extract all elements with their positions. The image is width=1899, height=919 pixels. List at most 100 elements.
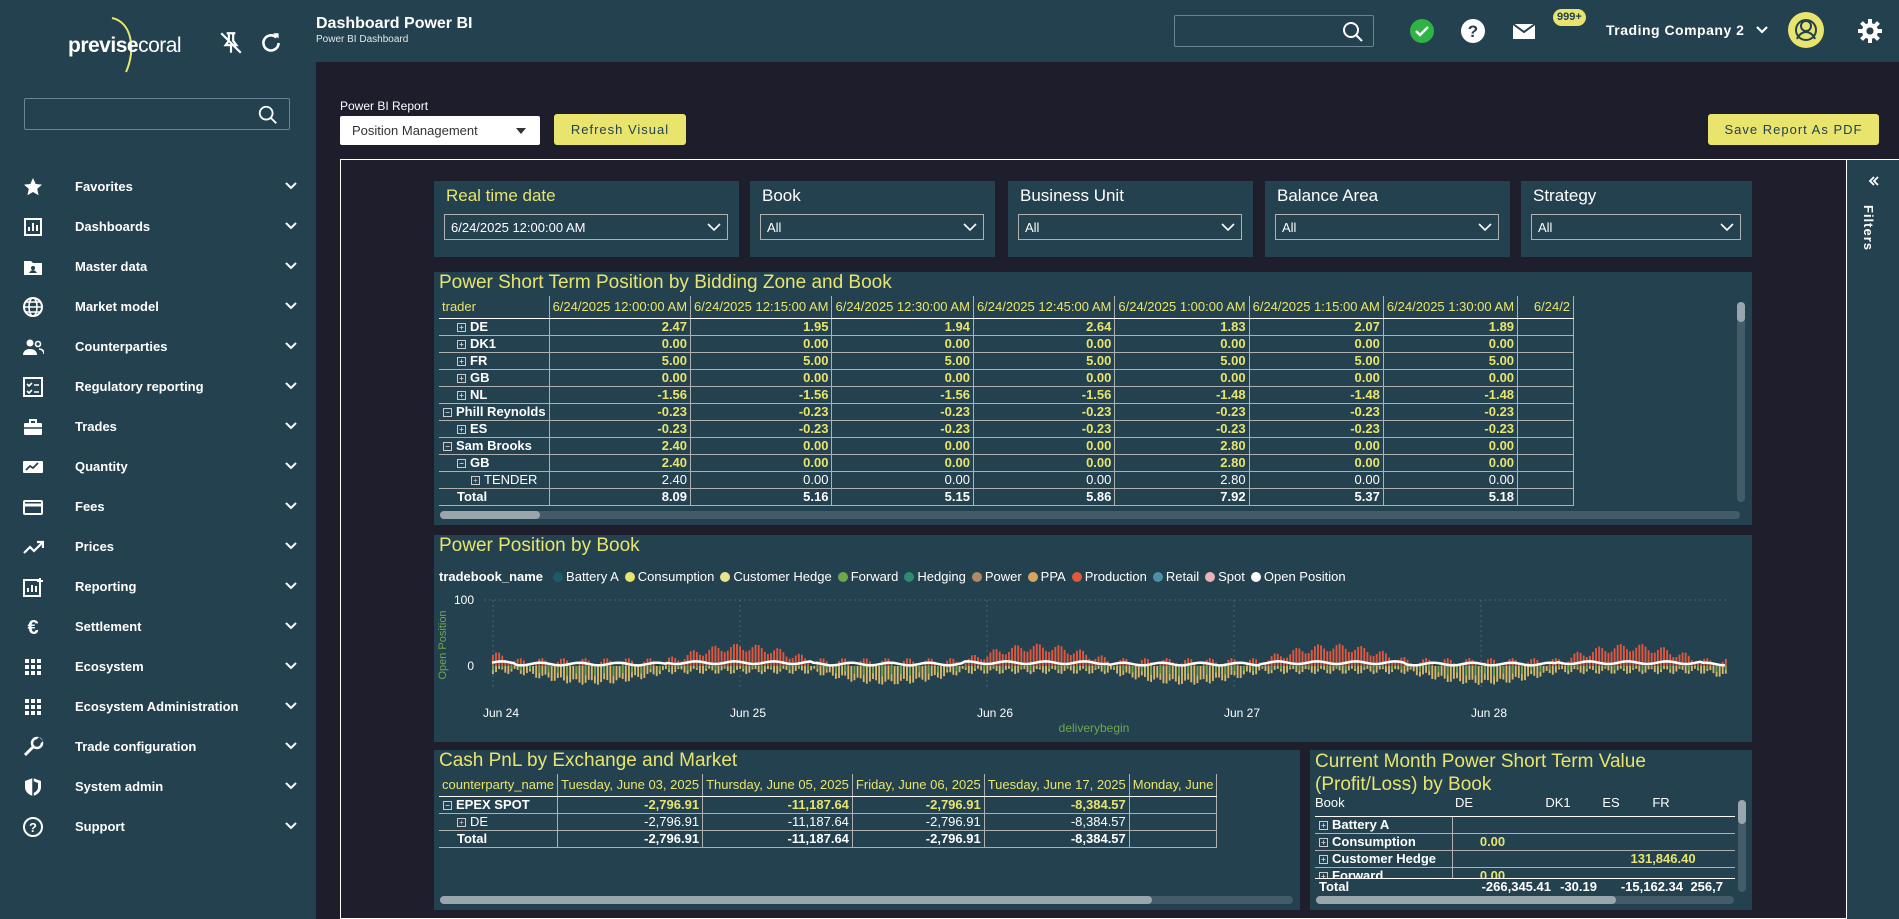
- expand-icon[interactable]: +: [1319, 855, 1328, 864]
- logo[interactable]: previsecoral: [68, 14, 182, 74]
- expand-icon[interactable]: +: [457, 339, 466, 349]
- legend-item[interactable]: Battery A: [553, 569, 619, 584]
- sidebar-item-prices[interactable]: Prices: [0, 526, 316, 566]
- refresh-visual-button[interactable]: Refresh Visual: [554, 114, 686, 145]
- expand-icon[interactable]: +: [457, 390, 466, 400]
- column-header[interactable]: Thursday, June 05, 2025: [702, 774, 853, 797]
- expand-icon[interactable]: +: [457, 817, 466, 827]
- avatar[interactable]: [1788, 12, 1824, 48]
- sidebar-item-reporting[interactable]: Reporting: [0, 566, 316, 606]
- column-header[interactable]: Monday, June: [1129, 774, 1218, 797]
- column-header[interactable]: 6/24/2025 12:15:00 AM: [690, 296, 833, 319]
- filters-pane[interactable]: Filters: [1846, 160, 1899, 919]
- chevron-down-icon[interactable]: [284, 339, 298, 353]
- sidebar-item-system-admin[interactable]: System admin: [0, 766, 316, 806]
- expand-icon[interactable]: +: [457, 322, 466, 332]
- chevron-down-icon[interactable]: [284, 179, 298, 193]
- save-report-pdf-button[interactable]: Save Report As PDF: [1708, 114, 1879, 145]
- expand-icon[interactable]: +: [1319, 838, 1328, 847]
- legend-item[interactable]: Power: [971, 569, 1022, 584]
- column-header[interactable]: 6/24/2025 1:30:00 AM: [1383, 296, 1519, 319]
- chevron-down-icon[interactable]: [284, 299, 298, 313]
- expand-icon[interactable]: +: [471, 475, 480, 485]
- chevron-down-icon[interactable]: [284, 499, 298, 513]
- sidebar-item-trades[interactable]: Trades: [0, 406, 316, 446]
- search-icon[interactable]: [1341, 20, 1365, 44]
- header-search[interactable]: [1174, 15, 1374, 47]
- chevron-down-icon[interactable]: [284, 219, 298, 233]
- status-ok-icon[interactable]: [1408, 17, 1436, 45]
- sidebar-item-master-data[interactable]: Master data: [0, 246, 316, 286]
- chevron-down-icon[interactable]: [284, 659, 298, 673]
- sidebar-item-quantity[interactable]: Quantity: [0, 446, 316, 486]
- column-header[interactable]: DE: [1455, 795, 1474, 810]
- help-icon[interactable]: ?: [1459, 17, 1487, 45]
- column-header[interactable]: 6/24/2025 12:30:00 AM: [831, 296, 974, 319]
- column-header[interactable]: 6/24/2: [1517, 296, 1575, 319]
- refresh-icon[interactable]: [258, 30, 284, 56]
- mail-icon[interactable]: [1510, 17, 1538, 45]
- value-table-hscrollbar[interactable]: [1316, 896, 1734, 904]
- position-table-vscrollbar[interactable]: [1737, 302, 1745, 502]
- column-header[interactable]: 6/24/2025 1:15:00 AM: [1249, 296, 1384, 319]
- chevron-down-icon[interactable]: [284, 819, 298, 833]
- legend-item[interactable]: Open Position: [1250, 569, 1346, 584]
- chevron-down-icon[interactable]: [284, 419, 298, 433]
- chevron-down-icon[interactable]: [284, 379, 298, 393]
- legend-item[interactable]: Hedging: [904, 569, 966, 584]
- collapse-icon[interactable]: −: [443, 441, 452, 451]
- column-header[interactable]: DK1: [1545, 795, 1571, 810]
- chevron-down-icon[interactable]: [284, 739, 298, 753]
- collapse-chevron-icon[interactable]: [1867, 175, 1879, 187]
- report-select[interactable]: Position Management: [340, 116, 540, 145]
- search-icon[interactable]: [257, 104, 279, 126]
- slicer-dropdown[interactable]: All: [1018, 214, 1242, 240]
- sidebar-item-dashboards[interactable]: Dashboards: [0, 206, 316, 246]
- sidebar-item-support[interactable]: ? Support: [0, 806, 316, 846]
- column-header[interactable]: Tuesday, June 03, 2025: [557, 774, 704, 797]
- column-header[interactable]: FR: [1652, 795, 1670, 810]
- column-header[interactable]: Friday, June 06, 2025: [852, 774, 985, 797]
- collapse-icon[interactable]: −: [457, 458, 466, 468]
- slicer-dropdown[interactable]: 6/24/2025 12:00:00 AM: [444, 214, 728, 240]
- gear-icon[interactable]: [1856, 17, 1884, 45]
- position-table-hscrollbar[interactable]: [440, 511, 1740, 519]
- sidebar-item-favorites[interactable]: Favorites: [0, 166, 316, 206]
- column-header[interactable]: 6/24/2025 12:45:00 AM: [973, 296, 1116, 319]
- legend-item[interactable]: Forward: [837, 569, 898, 584]
- unpin-icon[interactable]: [218, 30, 244, 56]
- expand-icon[interactable]: +: [457, 424, 466, 434]
- legend-item[interactable]: Production: [1071, 569, 1147, 584]
- slicer-dropdown[interactable]: All: [1275, 214, 1499, 240]
- sidebar-item-market-model[interactable]: Market model: [0, 286, 316, 326]
- chevron-down-icon[interactable]: [284, 259, 298, 273]
- expand-icon[interactable]: +: [1319, 821, 1328, 830]
- cash-pnl-hscrollbar[interactable]: [440, 896, 1293, 904]
- slicer-dropdown[interactable]: All: [760, 214, 984, 240]
- sidebar-item-settlement[interactable]: € Settlement: [0, 606, 316, 646]
- expand-icon[interactable]: +: [457, 373, 466, 383]
- sidebar-item-ecosystem[interactable]: Ecosystem: [0, 646, 316, 686]
- sidebar-item-trade-configuration[interactable]: Trade configuration: [0, 726, 316, 766]
- sidebar-item-regulatory-reporting[interactable]: Regulatory reporting: [0, 366, 316, 406]
- chevron-down-icon[interactable]: [284, 779, 298, 793]
- position-chart[interactable]: 100 0 Open Position deliverybegin Jun 24 Jun …: [434, 535, 1752, 742]
- sidebar-search-input[interactable]: [25, 99, 253, 129]
- legend-item[interactable]: Spot: [1205, 569, 1245, 584]
- legend-item[interactable]: PPA: [1027, 569, 1066, 584]
- sidebar-item-counterparties[interactable]: Counterparties: [0, 326, 316, 366]
- chevron-down-icon[interactable]: [284, 699, 298, 713]
- company-selector[interactable]: Trading Company 2: [1606, 22, 1769, 38]
- legend-item[interactable]: Consumption: [624, 569, 714, 584]
- legend-item[interactable]: Customer Hedge: [720, 569, 832, 584]
- column-header[interactable]: Tuesday, June 17, 2025: [984, 774, 1130, 797]
- sidebar-item-fees[interactable]: Fees: [0, 486, 316, 526]
- expand-icon[interactable]: +: [457, 356, 466, 366]
- chevron-down-icon[interactable]: [284, 459, 298, 473]
- chevron-down-icon[interactable]: [284, 619, 298, 633]
- column-header[interactable]: 6/24/2025 1:00:00 AM: [1114, 296, 1250, 319]
- column-header[interactable]: 6/24/2025 12:00:00 AM: [549, 296, 692, 319]
- collapse-icon[interactable]: −: [443, 800, 452, 810]
- chevron-down-icon[interactable]: [284, 579, 298, 593]
- chevron-down-icon[interactable]: [284, 539, 298, 553]
